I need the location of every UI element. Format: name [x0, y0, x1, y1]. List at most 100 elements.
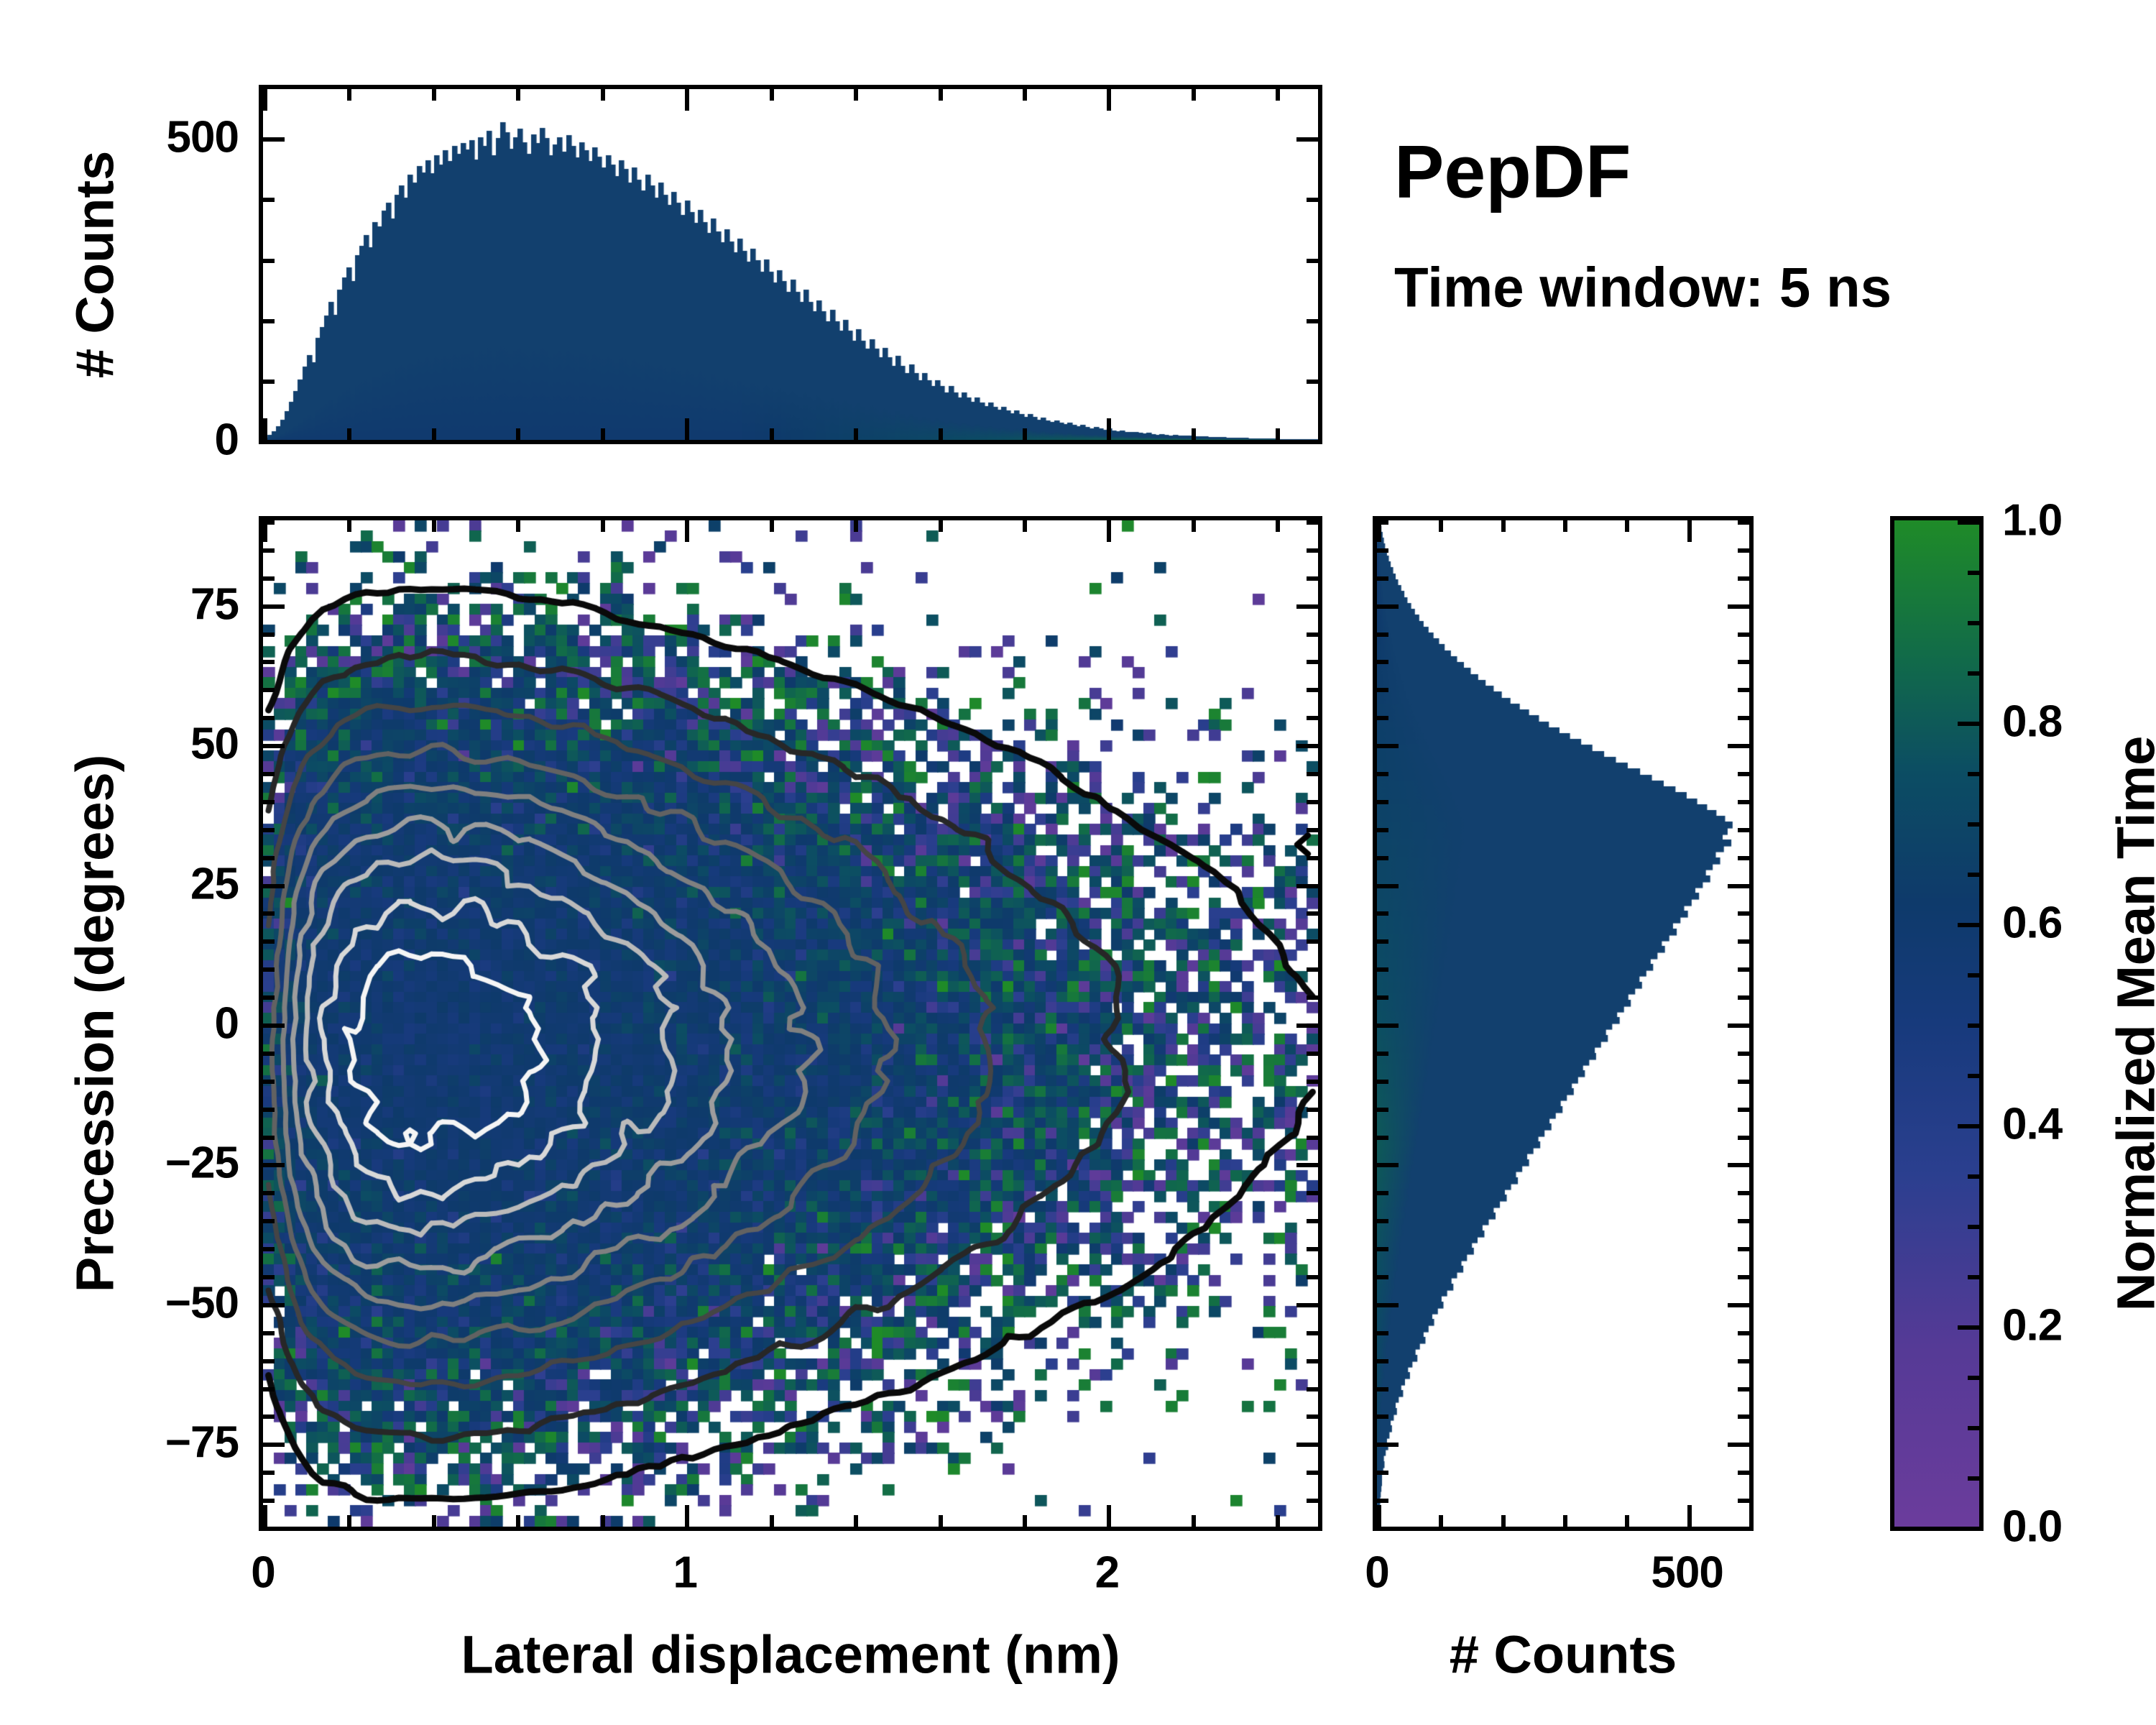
top-hist-ylabel: # Counts	[65, 150, 125, 379]
tick-mark	[1296, 884, 1318, 888]
tick-mark	[1296, 1443, 1318, 1447]
tick-mark	[1738, 1499, 1749, 1503]
tick-mark	[1687, 520, 1692, 542]
tick-mark	[347, 89, 351, 101]
tick-mark	[1307, 772, 1318, 776]
tick-mark	[939, 520, 943, 532]
tick-mark	[1501, 1515, 1506, 1527]
tick-mark	[1107, 520, 1111, 542]
tick-mark	[1728, 604, 1749, 609]
tick-mark	[1307, 632, 1318, 637]
tick-mark	[263, 520, 275, 525]
main-ytick-label: −75	[165, 1417, 239, 1468]
tick-mark	[1728, 1024, 1749, 1028]
tick-mark	[1377, 1275, 1388, 1279]
tick-mark	[1307, 1052, 1318, 1056]
tick-mark	[1738, 1108, 1749, 1112]
tick-mark	[939, 1515, 943, 1527]
tick-mark	[1738, 548, 1749, 553]
tick-mark	[516, 428, 520, 440]
tick-mark	[1377, 967, 1388, 972]
tick-mark	[263, 1505, 267, 1527]
tick-mark	[1307, 1219, 1318, 1223]
tick-mark	[263, 716, 275, 720]
tick-mark	[516, 1515, 520, 1527]
tick-mark	[1738, 1136, 1749, 1140]
colorbar-gradient	[1894, 520, 1979, 1527]
tick-mark	[263, 1303, 285, 1307]
tick-mark	[1625, 1515, 1629, 1527]
main-ytick-label: 0	[214, 998, 239, 1049]
tick-mark	[263, 856, 275, 860]
tick-mark	[1307, 1414, 1318, 1419]
tick-mark	[1377, 1163, 1399, 1167]
colorbar-tick-label: 0.4	[2002, 1099, 2063, 1149]
tick-mark	[939, 428, 943, 440]
tick-mark	[1192, 520, 1196, 532]
tick-mark	[1728, 884, 1749, 888]
tick-mark	[1728, 744, 1749, 748]
tick-mark	[263, 995, 275, 1000]
tick-mark	[263, 1163, 285, 1167]
tick-mark	[1276, 89, 1280, 101]
colorbar-tick-label: 1.0	[2002, 495, 2063, 546]
tick-mark	[1968, 1426, 1979, 1430]
tick-mark	[263, 198, 275, 202]
colorbar-tick-label: 0.2	[2002, 1300, 2063, 1351]
tick-mark	[1738, 856, 1749, 860]
tick-mark	[263, 259, 275, 263]
tick-mark	[1968, 1376, 1979, 1380]
tick-mark	[1307, 1080, 1318, 1084]
tick-mark	[1958, 1124, 1979, 1128]
tick-mark	[1307, 716, 1318, 720]
tick-mark	[601, 1515, 605, 1527]
tick-mark	[1968, 1174, 1979, 1179]
tick-mark	[1377, 1247, 1388, 1251]
tick-mark	[1728, 1163, 1749, 1167]
tick-mark	[1377, 520, 1381, 542]
right-hist-xtick-0: 0	[1365, 1547, 1389, 1598]
tick-mark	[1307, 967, 1318, 972]
tick-mark	[1738, 632, 1749, 637]
tick-mark	[1501, 520, 1506, 532]
tick-mark	[263, 1471, 275, 1475]
tick-mark	[1377, 1052, 1388, 1056]
main-ytick-label: 25	[190, 859, 239, 909]
tick-mark	[263, 1443, 285, 1447]
tick-mark	[1738, 1471, 1749, 1475]
tick-mark	[1377, 1499, 1388, 1503]
tick-mark	[1968, 1275, 1979, 1279]
tick-mark	[1307, 911, 1318, 916]
tick-mark	[1563, 520, 1567, 532]
tick-mark	[1749, 1515, 1754, 1527]
tick-mark	[1192, 1515, 1196, 1527]
tick-mark	[263, 800, 275, 804]
tick-mark	[1307, 1471, 1318, 1475]
tick-mark	[1738, 1414, 1749, 1419]
tick-mark	[1377, 1471, 1388, 1475]
tick-mark	[263, 1219, 275, 1223]
tick-mark	[1738, 1219, 1749, 1223]
main-xtick-label: 0	[251, 1547, 275, 1598]
tick-mark	[263, 1247, 275, 1251]
tick-mark	[263, 1275, 275, 1279]
tick-mark	[1738, 660, 1749, 664]
tick-mark	[1738, 967, 1749, 972]
tick-mark	[1296, 137, 1318, 142]
tick-mark	[432, 520, 436, 532]
tick-mark	[432, 89, 436, 101]
tick-mark	[1107, 1505, 1111, 1527]
tick-mark	[263, 89, 267, 111]
tick-mark	[1377, 856, 1388, 860]
tick-mark	[1307, 1499, 1318, 1503]
tick-mark	[1738, 1331, 1749, 1335]
tick-mark	[1738, 911, 1749, 916]
tick-mark	[1192, 428, 1196, 440]
tick-mark	[1377, 1331, 1388, 1335]
tick-mark	[1377, 911, 1388, 916]
tick-mark	[1107, 89, 1111, 111]
tick-mark	[1192, 89, 1196, 101]
tick-mark	[1377, 716, 1388, 720]
tick-mark	[1377, 1505, 1381, 1527]
contour-overlay-canvas	[263, 520, 1318, 1527]
